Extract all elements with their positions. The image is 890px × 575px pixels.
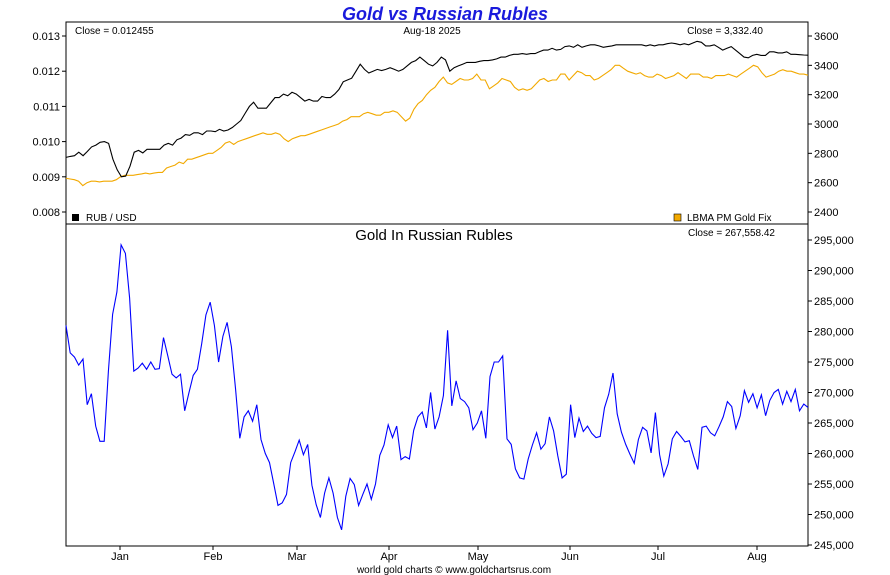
bottom-tick-label-4: 265,000 xyxy=(814,418,854,430)
bottom-tick-label-7: 280,000 xyxy=(814,327,854,339)
gold-in-rubles-line xyxy=(65,242,809,530)
bottom-tick-label-10: 295,000 xyxy=(814,235,854,247)
x-tick-label-1: Feb xyxy=(204,551,223,563)
right-tick-label-0: 2400 xyxy=(814,207,838,219)
bottom-tick-label-8: 285,000 xyxy=(814,296,854,308)
right-tick-label-5: 3400 xyxy=(814,60,838,72)
x-axis: Jan Feb Mar Apr May Jun Jul Aug xyxy=(111,546,767,563)
top-right-axis: 2400 2600 2800 3000 3200 3400 3600 xyxy=(808,31,838,219)
x-tick-label-6: Jul xyxy=(651,551,665,563)
close-gold-rub-label: Close = 267,558.42 xyxy=(688,228,775,239)
right-tick-label-1: 2600 xyxy=(814,178,838,190)
legend-gold-label: LBMA PM Gold Fix xyxy=(687,213,771,224)
bottom-right-axis: 245,000 250,000 255,000 260,000 265,000 270,0… xyxy=(808,235,854,552)
left-tick-label-3: 0.011 xyxy=(33,101,60,113)
top-plot-frame xyxy=(65,21,809,225)
chart-title: Gold vs Russian Rubles xyxy=(342,4,548,24)
bottom-tick-label-1: 250,000 xyxy=(814,510,854,522)
bottom-tick-label-9: 290,000 xyxy=(814,266,854,278)
rub-usd-line xyxy=(65,40,809,178)
legend-gold-swatch xyxy=(673,213,682,222)
x-tick-label-2: Mar xyxy=(288,551,307,563)
bottom-tick-label-5: 270,000 xyxy=(814,388,854,400)
right-tick-label-4: 3200 xyxy=(814,90,838,102)
left-tick-label-0: 0.008 xyxy=(32,207,60,219)
x-tick-label-3: Apr xyxy=(380,551,397,563)
bottom-plot-frame xyxy=(65,223,809,547)
x-tick-label-4: May xyxy=(468,551,489,563)
x-tick-label-7: Aug xyxy=(747,551,767,563)
right-tick-label-3: 3000 xyxy=(814,119,838,131)
right-tick-label-6: 3600 xyxy=(814,31,838,43)
legend-rub-label: RUB / USD xyxy=(86,213,137,224)
bottom-panel: 245,000 250,000 255,000 260,000 265,000 270,0… xyxy=(65,223,854,563)
left-tick-label-5: 0.013 xyxy=(32,31,60,43)
bottom-tick-label-2: 255,000 xyxy=(814,479,854,491)
legend-rub-swatch xyxy=(72,214,79,221)
left-tick-label-2: 0.010 xyxy=(32,137,60,149)
top-left-axis: 0.008 0.009 0.010 0.011 0.012 0.013 xyxy=(32,31,66,219)
bottom-tick-label-0: 245,000 xyxy=(814,540,854,552)
date-label: Aug-18 2025 xyxy=(403,26,461,37)
footer-credit: world gold charts © www.goldchartsrus.co… xyxy=(356,565,551,575)
bottom-tick-label-3: 260,000 xyxy=(814,449,854,461)
left-tick-label-4: 0.012 xyxy=(32,66,60,78)
close-gold-label: Close = 3,332.40 xyxy=(687,26,763,37)
x-tick-label-0: Jan xyxy=(111,551,129,563)
x-tick-label-5: Jun xyxy=(561,551,579,563)
left-tick-label-1: 0.009 xyxy=(32,172,60,184)
close-rub-label: Close = 0.012455 xyxy=(75,26,154,37)
right-tick-label-2: 2800 xyxy=(814,148,838,160)
gold-fix-line xyxy=(65,64,809,187)
bottom-title: Gold In Russian Rubles xyxy=(355,227,513,244)
bottom-tick-label-6: 275,000 xyxy=(814,357,854,369)
